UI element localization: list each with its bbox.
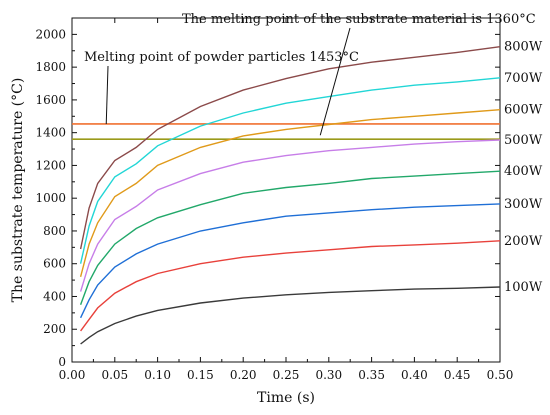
x-tick-label: 0.15 [187,368,214,382]
y-axis-title: The substrate temperature (°C) [10,78,26,303]
reference-lines [72,123,500,141]
y-tick-label: 800 [43,224,66,238]
y-tick-label: 0 [58,355,66,369]
y-tick-label: 1400 [35,126,66,140]
series-line-500w [79,139,501,292]
x-tick-label: 0.05 [101,368,128,382]
x-tick-label: 0.25 [273,368,300,382]
series-label-200w: 200W [504,234,543,249]
series-line-400w [79,170,501,305]
series-label-600w: 600W [504,103,543,118]
y-tick-label: 1200 [35,158,66,172]
x-tick-label: 0.40 [401,368,428,382]
x-tick-label: 0.20 [230,368,257,382]
x-tick-label: 0.50 [487,368,514,382]
x-axis-title: Time (s) [257,390,315,406]
series-labels: 100W 200W 300W 400W 500W 600W 700W 800W [504,40,543,295]
annotation-powder-melting: Melting point of powder particles 1453°C [84,50,359,65]
series-label-500w: 500W [504,133,543,148]
series-line-700w [79,77,501,264]
series-line-100w [80,286,501,345]
series-lines [79,46,501,345]
series-line-800w [79,46,501,250]
series-line-600w [79,109,501,277]
series-label-800w: 800W [504,40,543,55]
y-tick-label: 1000 [35,191,66,205]
series-label-100w: 100W [504,280,543,295]
x-tick-label: 0.30 [315,368,342,382]
annotations: Melting point of powder particles 1453°C… [84,12,536,136]
x-tick-label: 0.10 [144,368,171,382]
y-tick-label: 2000 [35,27,66,41]
series-line-300w [79,203,501,319]
x-tick-label: 0.35 [358,368,385,382]
y-tick-label: 400 [43,289,66,303]
x-tick-label: 0.00 [59,368,86,382]
series-line-200w [80,240,501,332]
series-label-700w: 700W [504,71,543,86]
y-tick-label: 200 [43,322,66,336]
y-tick-label: 1800 [35,60,66,74]
series-label-400w: 400W [504,164,543,179]
y-tick-label: 600 [43,257,66,271]
y-tick-label: 1600 [35,93,66,107]
leader-line-powder [105,65,109,124]
plot-frame [71,17,501,363]
annotation-substrate-melting: The melting point of the substrate mater… [182,12,536,27]
x-tick-label: 0.45 [444,368,471,382]
series-label-300w: 300W [504,197,543,212]
axes: 0.00 0.05 0.10 0.15 0.20 0.25 0.30 0.35 0.40 0.45… [35,17,514,382]
leader-line-substrate [319,27,351,136]
